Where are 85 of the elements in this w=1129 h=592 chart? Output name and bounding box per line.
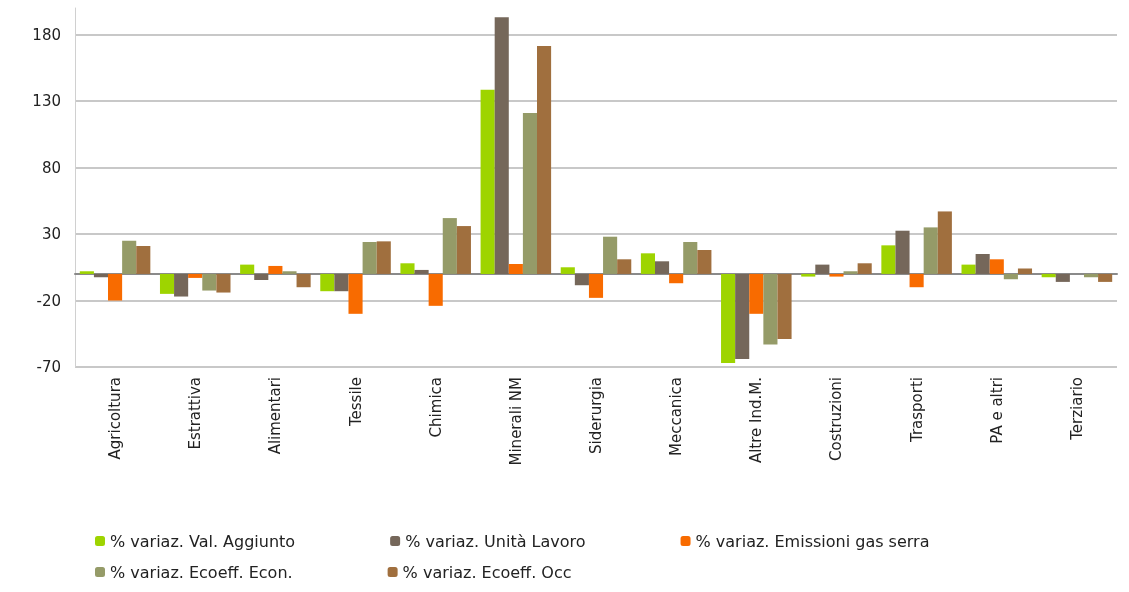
bar — [1055, 273, 1070, 282]
x-tick-label: PA e altri — [987, 377, 1006, 444]
bar — [159, 273, 175, 294]
legend-label: % variaz. Unità Lavoro — [405, 531, 586, 551]
bar — [362, 242, 377, 274]
bar — [348, 273, 363, 314]
bar — [763, 273, 778, 345]
bar — [588, 273, 604, 298]
bar — [617, 259, 632, 274]
bar — [79, 271, 94, 274]
bar — [683, 242, 698, 274]
bar — [815, 264, 830, 274]
bar — [857, 263, 872, 274]
bar — [669, 273, 684, 284]
bar — [494, 17, 509, 274]
x-tick-label: Tessile — [346, 377, 365, 428]
bar — [136, 246, 151, 274]
bar — [829, 273, 844, 277]
bar — [537, 45, 552, 274]
bar — [777, 273, 792, 340]
bar — [735, 273, 750, 360]
bar — [296, 273, 311, 288]
bar — [108, 273, 123, 301]
bar — [697, 249, 712, 274]
x-tick-label: Chimica — [426, 377, 445, 438]
bar — [254, 273, 269, 280]
bar — [937, 211, 952, 274]
bar — [989, 259, 1004, 274]
bar — [923, 227, 938, 274]
bar — [843, 271, 858, 274]
bar — [721, 273, 736, 364]
bar — [640, 253, 655, 274]
bar — [400, 263, 415, 274]
bar — [749, 273, 764, 314]
y-tick-label: 30 — [41, 225, 61, 244]
bar — [240, 264, 255, 274]
bar — [1003, 273, 1018, 280]
bar — [574, 273, 589, 286]
x-tick-label: Estrattiva — [186, 377, 205, 450]
bar — [334, 273, 349, 292]
bar — [122, 240, 137, 274]
bar — [1098, 273, 1113, 282]
bar — [268, 265, 283, 274]
y-tick-label: -20 — [36, 291, 61, 310]
y-tick-label: 130 — [32, 92, 61, 111]
legend-label: % variaz. Val. Aggiunto — [110, 531, 296, 551]
x-tick-label: Costruzioni — [827, 377, 846, 461]
bar — [480, 89, 495, 274]
legend-label: % variaz. Emissioni gas serra — [695, 531, 930, 551]
bar — [442, 218, 457, 274]
x-tick-label: Trasporti — [907, 377, 926, 444]
x-tick-label: Altre Ind.M. — [747, 377, 766, 464]
y-tick-label: 180 — [32, 25, 61, 44]
y-tick-label: -70 — [36, 358, 61, 376]
x-tick-label: Agricoltura — [106, 377, 125, 460]
legend-label: % variaz. Ecoeff. Occ — [402, 562, 572, 582]
bar — [975, 253, 990, 274]
x-tick-label: Minerali NM — [506, 377, 525, 466]
bar — [428, 273, 443, 306]
bar — [456, 226, 471, 274]
bar — [1017, 268, 1033, 274]
bar — [654, 261, 670, 274]
bar — [376, 241, 391, 274]
bar — [174, 273, 189, 297]
bar — [320, 273, 335, 292]
bar — [188, 273, 203, 278]
bar — [603, 236, 618, 274]
bar — [895, 230, 910, 274]
x-tick-label: Alimentari — [266, 377, 285, 455]
bar — [881, 245, 896, 274]
bar — [522, 113, 538, 274]
bar — [202, 273, 217, 291]
bar — [560, 267, 575, 274]
bar — [216, 273, 231, 293]
bar — [909, 273, 924, 288]
legend-label: % variaz. Ecoeff. Econ. — [110, 562, 293, 582]
bar — [801, 273, 816, 277]
bar — [508, 263, 523, 274]
bar — [414, 269, 429, 274]
bar — [961, 264, 976, 274]
y-tick-label: 80 — [41, 158, 61, 177]
x-tick-label: Siderurgia — [587, 377, 605, 454]
x-tick-label: Terziario — [1067, 377, 1086, 441]
x-tick-label: Meccanica — [667, 377, 686, 456]
bar — [282, 271, 297, 274]
